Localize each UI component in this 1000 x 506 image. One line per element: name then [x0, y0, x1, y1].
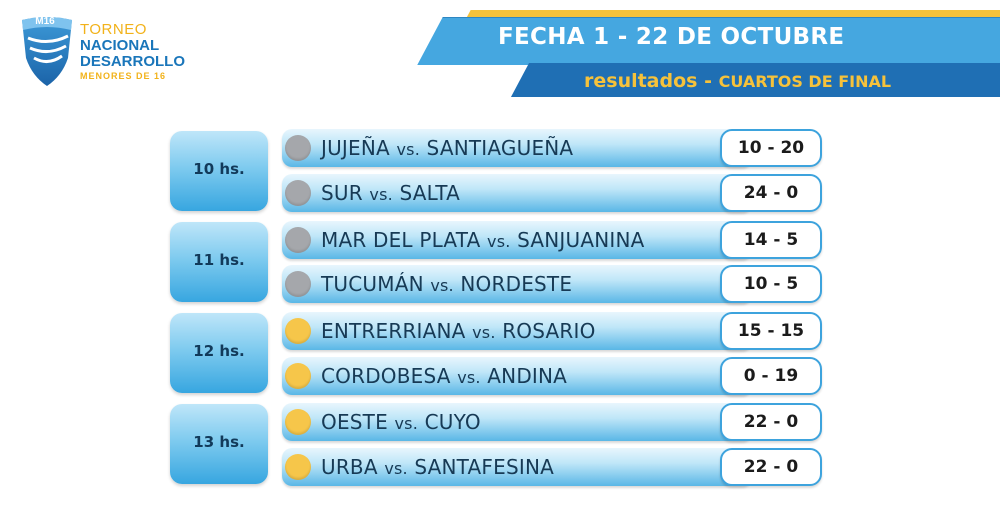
status-dot-icon [285, 271, 311, 297]
match-bar [282, 403, 752, 441]
score-box: 10 - 5 [720, 265, 822, 303]
away-team: ROSARIO [502, 319, 596, 343]
home-team: URBA [321, 455, 378, 479]
match-row: TUCUMÁN vs. NORDESTE 10 - 5 [282, 265, 822, 303]
home-team: CORDOBESA [321, 364, 451, 388]
logo-line-torneo: TORNEO [80, 21, 147, 38]
versus: vs. [394, 414, 418, 433]
match-teams: CORDOBESA vs. ANDINA [321, 364, 567, 388]
logo-line-menores: MENORES DE 16 [80, 71, 167, 81]
tournament-logo: M16 TORNEO NACIONAL DESARROLLO MENORES D… [18, 14, 198, 94]
home-team: OESTE [321, 410, 388, 434]
score-box: 24 - 0 [720, 174, 822, 212]
header-subtitle-results: resultados - [584, 70, 719, 92]
match-row: MAR DEL PLATA vs. SANJUANINA 14 - 5 [282, 221, 822, 259]
versus: vs. [472, 323, 496, 342]
logo-line-desarrollo: DESARROLLO [80, 53, 185, 70]
time-label: 13 hs. [193, 433, 245, 451]
versus: vs. [396, 140, 420, 159]
match-bar [282, 448, 752, 486]
versus: vs. [457, 368, 481, 387]
match-bar [282, 129, 752, 167]
time-label: 12 hs. [193, 342, 245, 360]
match-teams: JUJEÑA vs. SANTIAGUEÑA [321, 136, 573, 160]
match-teams: MAR DEL PLATA vs. SANJUANINA [321, 228, 645, 252]
versus: vs. [369, 185, 393, 204]
away-team: SANTIAGUEÑA [426, 136, 574, 160]
away-team: SANJUANINA [517, 228, 645, 252]
match-teams: TUCUMÁN vs. NORDESTE [321, 272, 572, 296]
time-slot-10: 10 hs. [170, 131, 268, 211]
time-label: 10 hs. [193, 160, 245, 178]
score-box: 10 - 20 [720, 129, 822, 167]
match-row: CORDOBESA vs. ANDINA 0 - 19 [282, 357, 822, 395]
versus: vs. [384, 459, 408, 478]
match-teams: OESTE vs. CUYO [321, 410, 481, 434]
home-team: JUJEÑA [321, 136, 390, 160]
away-team: SANTAFESINA [414, 455, 555, 479]
match-row: OESTE vs. CUYO 22 - 0 [282, 403, 822, 441]
status-dot-icon [285, 135, 311, 161]
header-title: FECHA 1 - 22 DE OCTUBRE [498, 24, 845, 50]
score-box: 22 - 0 [720, 403, 822, 441]
time-slot-12: 12 hs. [170, 313, 268, 393]
time-slot-13: 13 hs. [170, 404, 268, 484]
header-subtitle: resultados - CUARTOS DE FINAL [584, 70, 984, 92]
match-bar [282, 265, 752, 303]
match-bar [282, 357, 752, 395]
status-dot-icon [285, 318, 311, 344]
status-dot-icon [285, 454, 311, 480]
away-team: ANDINA [487, 364, 568, 388]
away-team: CUYO [424, 410, 481, 434]
match-teams: SUR vs. SALTA [321, 181, 460, 205]
status-dot-icon [285, 227, 311, 253]
status-dot-icon [285, 180, 311, 206]
match-row: SUR vs. SALTA 24 - 0 [282, 174, 822, 212]
match-row: URBA vs. SANTAFESINA 22 - 0 [282, 448, 822, 486]
score-box: 22 - 0 [720, 448, 822, 486]
logo-line-nacional: NACIONAL [80, 37, 160, 54]
match-teams: ENTRERRIANA vs. ROSARIO [321, 319, 596, 343]
logo-text: TORNEO NACIONAL DESARROLLO MENORES DE 16 [80, 22, 185, 81]
logo-badge: M16 [35, 16, 55, 27]
match-row: ENTRERRIANA vs. ROSARIO 15 - 15 [282, 312, 822, 350]
time-label: 11 hs. [193, 251, 245, 269]
score-box: 15 - 15 [720, 312, 822, 350]
match-bar [282, 312, 752, 350]
home-team: MAR DEL PLATA [321, 228, 481, 252]
header-subtitle-stage: CUARTOS DE FINAL [718, 72, 892, 91]
away-team: NORDESTE [460, 272, 573, 296]
home-team: TUCUMÁN [321, 272, 424, 296]
match-row: JUJEÑA vs. SANTIAGUEÑA 10 - 20 [282, 129, 822, 167]
shield-logo-icon [22, 17, 72, 86]
status-dot-icon [285, 409, 311, 435]
match-teams: URBA vs. SANTAFESINA [321, 455, 554, 479]
time-slot-11: 11 hs. [170, 222, 268, 302]
home-team: SUR [321, 181, 363, 205]
home-team: ENTRERRIANA [321, 319, 466, 343]
match-bar [282, 221, 752, 259]
match-bar [282, 174, 752, 212]
versus: vs. [430, 276, 454, 295]
score-box: 0 - 19 [720, 357, 822, 395]
status-dot-icon [285, 363, 311, 389]
away-team: SALTA [399, 181, 460, 205]
score-box: 14 - 5 [720, 221, 822, 259]
versus: vs. [487, 232, 511, 251]
